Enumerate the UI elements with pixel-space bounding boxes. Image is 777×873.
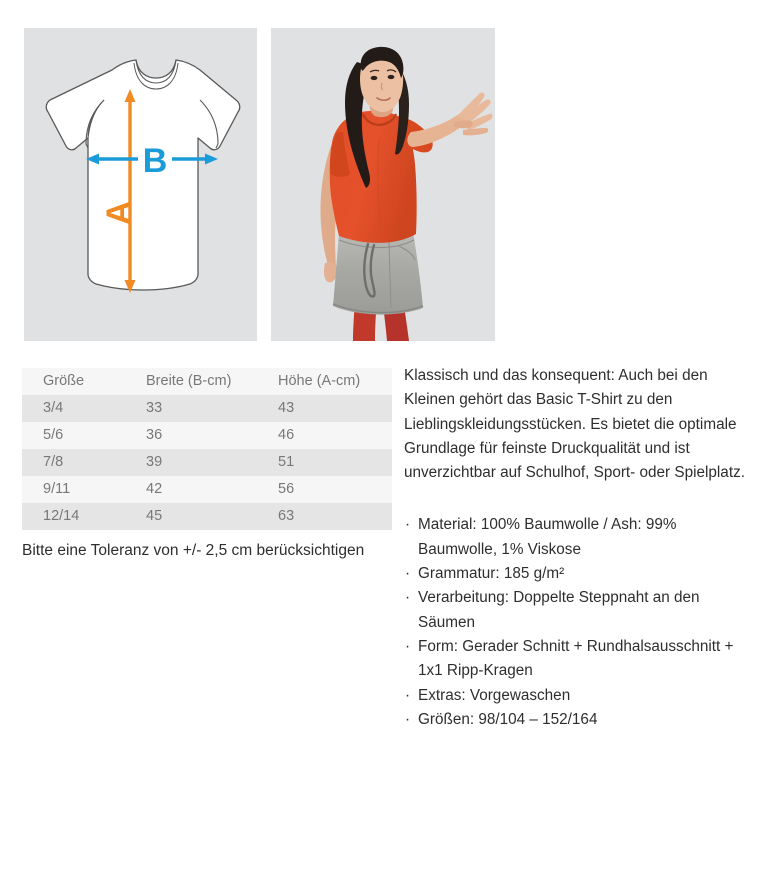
left-brow [369,69,380,73]
tolerance-note: Bitte eine Toleranz von +/- 2,5 cm berüc… [22,542,365,559]
t-shirt-diagram-svg: A B [45,59,241,293]
left-sleeve [330,132,350,177]
bullet-icon: · [405,637,411,655]
skirt-drawstring [363,242,376,298]
bullet-icon: · [405,516,411,534]
hair-back-right [391,64,409,155]
bullet-icon: · [405,589,411,607]
table-row: 7/8 39 51 [22,449,392,476]
size-chart: Größe Breite (B-cm) Höhe (A-cm) 3/4 33 4… [22,368,392,530]
column-header-width: Breite (B-cm) [146,373,232,389]
table-row: 9/11 42 56 [22,476,392,503]
cell-width: 36 [146,427,163,443]
cell-height: 46 [278,427,295,443]
feature-text: Material: 100% Baumwolle / Ash: 99% Baum… [418,516,677,558]
mouth [376,97,391,102]
width-label-b: B [143,142,168,180]
skirt-seam [388,241,392,309]
t-shirt-measurement-diagram: A B [24,28,257,341]
cell-size: 12/14 [43,508,80,524]
bullet-icon: · [405,686,411,704]
shirt-fold [377,137,382,231]
cell-height: 56 [278,481,295,497]
face [360,50,404,112]
child-model-illustration [271,28,495,341]
child-model-photo [271,28,495,341]
cell-size: 5/6 [43,427,64,443]
table-row: 3/4 33 43 [22,395,392,422]
list-item: · Verarbeitung: Doppelte Steppnaht an de… [404,586,756,635]
size-table-head: Größe Breite (B-cm) Höhe (A-cm) [22,368,392,395]
cell-width: 45 [146,508,163,524]
height-measure-arrow-a: A [100,89,138,293]
bullet-icon: · [405,565,411,583]
hair-back-left [345,62,375,188]
shirt-neckline [361,113,398,126]
product-feature-list: · Material: 100% Baumwolle / Ash: 99% Ba… [404,513,756,732]
bullet-icon: · [405,710,411,728]
cell-size: 7/8 [43,454,64,470]
right-eye [387,74,395,80]
list-item: · Form: Gerader Schnitt + Rundhalsaussch… [404,635,756,684]
hair-fringe [360,46,404,78]
cell-width: 33 [146,400,163,416]
list-item: · Material: 100% Baumwolle / Ash: 99% Ba… [404,513,756,562]
feature-text: Grammatur: 185 g/m² [418,565,565,583]
feature-text: Extras: Vorgewaschen [418,686,571,704]
product-image-panels: A B [0,0,777,346]
size-table-header-row: Größe Breite (B-cm) Höhe (A-cm) [22,368,392,395]
right-brow [386,69,397,73]
cell-size: 3/4 [43,400,64,416]
cell-height: 63 [278,508,295,524]
denim-skirt [333,232,423,315]
list-item: · Grammatur: 185 g/m² [404,562,756,586]
cell-size: 9/11 [43,481,71,497]
width-measure-arrow-b: B [86,141,218,180]
list-item: · Extras: Vorgewaschen [404,684,756,708]
cell-height: 43 [278,400,295,416]
cell-width: 42 [146,481,163,497]
nose [380,82,384,91]
skirt-hem [332,303,424,314]
cell-height: 51 [278,454,295,470]
column-header-height: Höhe (A-cm) [278,373,361,389]
feature-text: Größen: 98/104 – 152/164 [418,710,598,728]
left-hand [324,262,337,283]
table-row: 12/14 45 63 [22,503,392,530]
feature-text: Verarbeitung: Doppelte Steppnaht an den … [418,589,700,631]
right-hand [453,92,493,136]
height-label-a: A [100,201,138,226]
skirt-pocket [398,245,416,261]
list-item: · Größen: 98/104 – 152/164 [404,708,756,732]
left-eye [370,75,378,81]
right-arm [407,112,469,147]
skirt-waistband [338,239,415,249]
size-table: Größe Breite (B-cm) Höhe (A-cm) 3/4 33 4… [22,368,392,530]
column-header-size: Größe [43,373,85,389]
size-table-body: 3/4 33 43 5/6 36 46 7/8 39 51 9/11 42 [22,395,392,530]
cell-width: 39 [146,454,163,470]
feature-text: Form: Gerader Schnitt + Rundhalsausschni… [418,637,734,680]
table-row: 5/6 36 46 [22,422,392,449]
product-description: Klassisch und das konsequent: Auch bei d… [404,367,745,482]
product-info-column: Klassisch und das konsequent: Auch bei d… [404,364,756,732]
